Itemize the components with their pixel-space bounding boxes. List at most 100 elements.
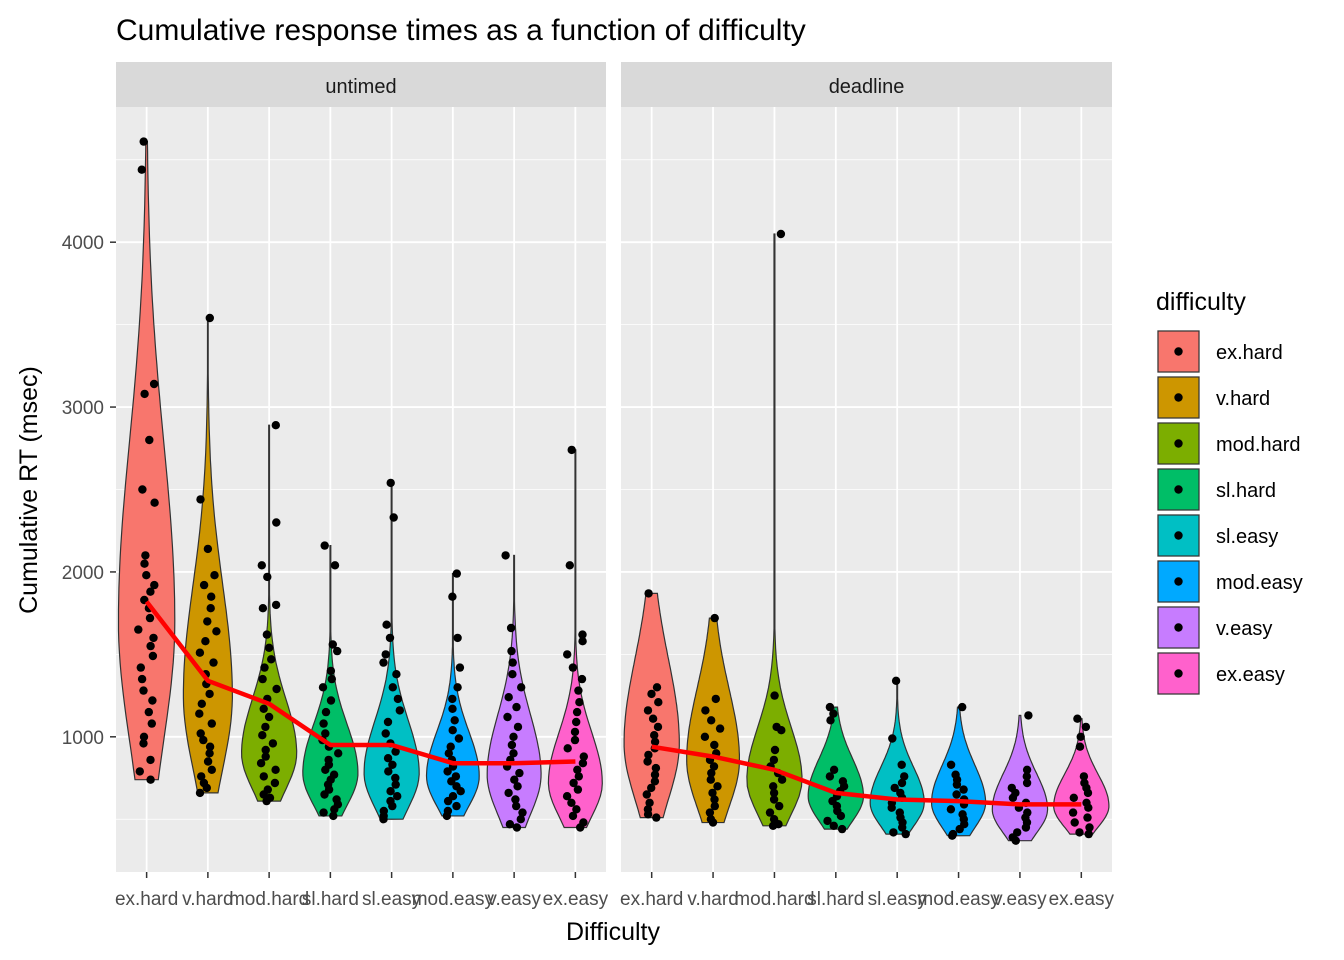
data-point <box>701 706 710 715</box>
x-tick-label: sl.hard <box>807 889 864 910</box>
data-point <box>383 717 393 727</box>
data-point <box>1070 818 1079 827</box>
y-tick-label: 3000 <box>62 398 104 419</box>
legend-label: sl.easy <box>1216 526 1278 548</box>
x-tick-label: sl.hard <box>302 889 359 910</box>
data-point <box>381 729 390 738</box>
data-point <box>948 831 957 840</box>
data-point <box>384 767 393 776</box>
data-point <box>897 778 907 788</box>
data-point <box>650 777 660 786</box>
data-point <box>454 734 464 743</box>
data-point <box>135 767 144 776</box>
mean-line-untimed <box>144 600 576 766</box>
mean-line-deadline <box>651 744 1082 807</box>
data-point <box>516 815 525 824</box>
data-point <box>891 676 901 685</box>
data-point <box>570 727 580 737</box>
data-point <box>206 604 215 613</box>
data-point <box>199 735 208 745</box>
data-point <box>829 765 839 774</box>
x-tick-label: ex.easy <box>543 889 609 910</box>
data-point <box>148 651 158 661</box>
data-point <box>708 818 718 827</box>
data-point <box>443 767 452 776</box>
data-point <box>501 551 510 560</box>
data-point <box>199 580 209 590</box>
data-point <box>256 759 266 768</box>
data-point <box>448 694 457 704</box>
data-point <box>319 808 328 817</box>
data-point <box>889 828 898 837</box>
data-point <box>447 777 456 786</box>
data-point <box>1075 742 1085 751</box>
data-point <box>262 630 272 639</box>
data-point <box>952 790 961 799</box>
data-point <box>139 686 148 695</box>
data-point <box>511 795 520 804</box>
data-point <box>576 823 585 832</box>
strip-label-untimed: untimed <box>325 76 396 98</box>
y-tick-label: 2000 <box>62 563 104 584</box>
data-point <box>507 646 516 656</box>
x-tick-label: ex.hard <box>620 889 683 910</box>
legend-point <box>1174 347 1183 356</box>
data-point <box>1022 778 1032 788</box>
data-point <box>510 775 519 784</box>
data-point <box>139 739 148 748</box>
data-point <box>383 754 393 763</box>
data-point <box>1011 836 1020 845</box>
data-point <box>139 137 148 146</box>
data-point <box>644 750 653 760</box>
data-point <box>393 694 403 704</box>
data-point <box>138 485 147 494</box>
data-point <box>578 637 587 646</box>
data-point <box>259 790 268 799</box>
data-point <box>900 772 909 781</box>
x-tick-label: sl.easy <box>362 889 422 910</box>
data-point <box>1022 772 1031 781</box>
data-point <box>777 775 787 784</box>
data-point <box>270 778 280 788</box>
data-point <box>379 815 388 824</box>
data-point <box>141 551 150 560</box>
data-point <box>890 783 899 793</box>
legend-item-ex.hard: ex.hard <box>1157 330 1283 373</box>
legend-item-sl.easy: sl.easy <box>1157 514 1278 557</box>
data-point <box>140 389 149 399</box>
data-point <box>271 600 281 610</box>
legend-point <box>1174 669 1183 678</box>
data-point <box>453 633 462 643</box>
data-point <box>578 759 588 768</box>
data-point <box>145 613 155 623</box>
data-point <box>710 801 719 811</box>
data-point <box>386 787 395 796</box>
data-point <box>837 824 847 834</box>
data-point <box>203 544 213 554</box>
data-point <box>207 592 216 601</box>
legend-label: v.hard <box>1216 388 1270 410</box>
data-point <box>709 762 719 771</box>
data-point <box>442 811 452 821</box>
data-point <box>142 571 151 580</box>
data-point <box>952 780 962 789</box>
data-point <box>264 643 274 652</box>
strip-untimed <box>116 62 606 107</box>
data-point <box>149 633 158 643</box>
data-point <box>271 421 280 430</box>
legend-item-v.easy: v.easy <box>1157 606 1272 649</box>
data-point <box>386 478 395 488</box>
data-point <box>1083 813 1092 822</box>
data-point <box>1079 772 1089 781</box>
data-point <box>1084 829 1093 839</box>
data-point <box>504 788 513 798</box>
data-point <box>388 801 397 811</box>
x-tick-label: ex.hard <box>115 889 178 910</box>
violin-untimed-v.easy <box>486 554 542 829</box>
data-point <box>647 783 656 793</box>
data-point <box>260 663 269 672</box>
data-point <box>901 829 910 839</box>
data-point <box>776 229 786 239</box>
data-point <box>1068 808 1078 817</box>
